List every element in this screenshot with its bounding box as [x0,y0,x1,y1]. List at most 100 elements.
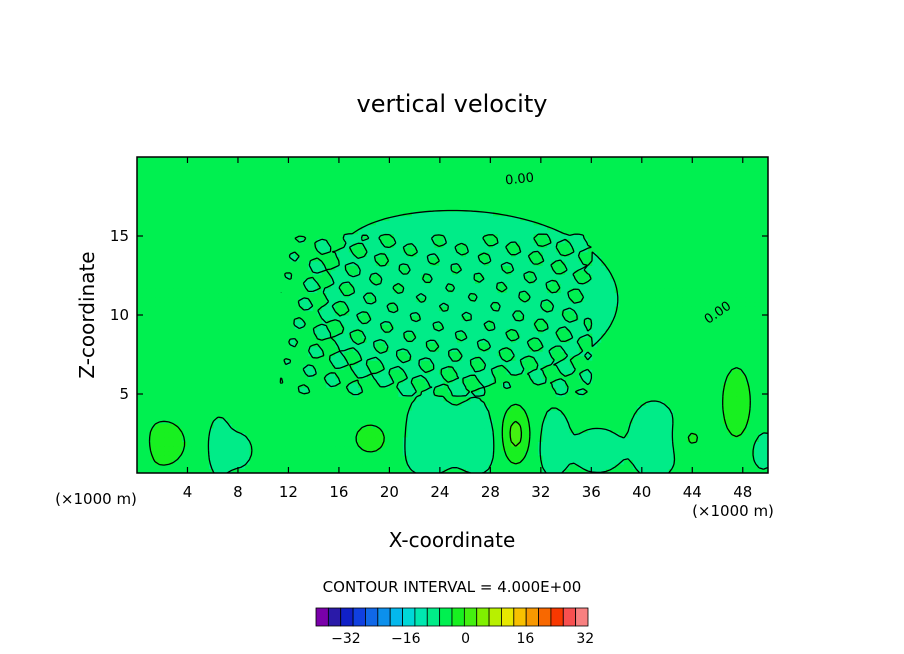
field-cell [583,364,589,370]
field-cell [736,346,742,352]
field-cell [713,360,720,366]
field-cell [731,369,738,375]
field-cell [547,409,553,415]
field-cell [254,414,260,420]
field-cell [267,328,273,334]
field-cell [398,351,404,357]
field-cell [213,414,219,420]
field-cell [556,459,562,465]
field-cell [339,459,345,465]
field-cell [551,427,557,433]
field-cell [159,333,165,339]
field-cell [538,355,544,361]
field-cell [682,387,688,393]
field-cell [438,324,445,330]
field-cell [475,333,481,339]
field-cell [542,418,548,424]
field-cell [511,333,517,339]
field-cell [281,427,287,433]
field-cell [668,405,674,411]
field-cell [407,427,413,433]
field-cell [709,450,715,456]
field-cell [339,454,345,461]
field-cell [393,409,400,415]
field-cell [155,364,161,370]
field-cell [664,378,670,384]
field-cell [736,324,742,330]
field-cell [317,310,323,316]
field-cell [641,337,647,343]
field-cell [529,382,535,388]
field-cell [330,409,336,415]
field-cell [389,391,395,397]
field-cell [470,414,476,420]
field-cell [335,342,341,348]
field-cell [371,310,377,316]
field-cell [254,396,260,402]
field-cell [515,450,521,456]
field-cell [222,468,228,473]
field-cell [754,378,760,384]
field-cell [673,436,679,442]
field-cell [601,463,607,470]
field-cell [407,337,413,343]
field-cell [466,351,472,357]
field-cell [695,342,701,348]
field-cell [231,445,237,452]
field-cell [578,396,584,402]
field-cell [475,328,481,334]
field-cell [150,333,156,339]
field-cell [272,391,278,397]
field-cell [420,319,427,325]
field-cell [457,396,463,402]
field-cell [308,324,314,330]
field-cell [452,450,458,456]
field-cell [335,454,341,461]
field-cell [713,319,720,325]
field-cell [357,463,363,470]
field-cell [668,328,674,334]
field-cell [749,328,756,334]
field-cell [677,360,683,366]
field-cell [434,418,440,424]
field-cell [218,427,224,433]
field-cell [276,387,282,393]
field-cell [393,315,400,321]
field-cell [610,328,616,334]
field-cell [299,351,305,357]
field-cell [556,463,562,470]
field-cell [731,391,738,397]
field-cell [749,423,756,429]
field-cell [384,450,390,456]
field-cell [240,396,246,402]
field-cell [447,450,454,456]
field-cell [209,427,215,433]
field-cell [443,360,449,366]
field-cell [470,450,476,456]
field-cell [236,324,242,330]
field-cell [524,441,530,447]
field-cell [416,351,422,357]
field-cell [731,387,738,393]
field-cell [646,396,652,402]
field-cell [267,364,273,370]
field-cell [429,328,436,334]
field-cell [384,369,390,375]
field-cell [249,432,255,438]
field-cell [357,360,363,366]
field-cell [362,342,368,348]
field-cell [704,324,711,330]
field-cell [745,445,751,452]
field-cell [218,441,224,447]
field-cell [245,423,251,429]
field-cell [200,423,206,429]
field-cell [565,373,571,379]
field-cell [475,405,481,411]
field-cell [249,400,255,406]
field-cell [700,355,706,361]
field-cell [380,324,386,330]
field-cell [520,441,526,447]
field-cell [749,360,756,366]
field-cell [641,391,647,397]
field-cell [402,414,409,420]
